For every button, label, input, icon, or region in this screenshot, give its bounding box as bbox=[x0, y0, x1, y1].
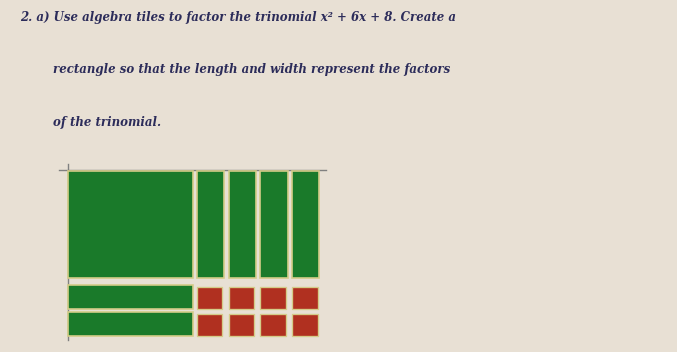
Bar bbox=[260, 314, 286, 336]
Bar bbox=[229, 314, 254, 336]
Bar bbox=[197, 314, 222, 336]
Bar bbox=[197, 171, 224, 278]
Bar bbox=[229, 287, 254, 309]
Bar bbox=[260, 287, 286, 309]
Bar bbox=[68, 171, 193, 278]
Bar bbox=[292, 314, 318, 336]
Bar bbox=[229, 171, 256, 278]
Bar bbox=[260, 171, 288, 278]
Bar bbox=[292, 287, 318, 309]
Text: rectangle so that the length and width represent the factors: rectangle so that the length and width r… bbox=[20, 63, 451, 76]
Bar bbox=[68, 285, 193, 309]
Bar bbox=[68, 312, 193, 336]
Bar bbox=[292, 171, 320, 278]
Text: 2. a) Use algebra tiles to factor the trinomial x² + 6x + 8. Create a: 2. a) Use algebra tiles to factor the tr… bbox=[20, 11, 456, 24]
Bar bbox=[197, 287, 222, 309]
Text: of the trinomial.: of the trinomial. bbox=[20, 116, 161, 129]
